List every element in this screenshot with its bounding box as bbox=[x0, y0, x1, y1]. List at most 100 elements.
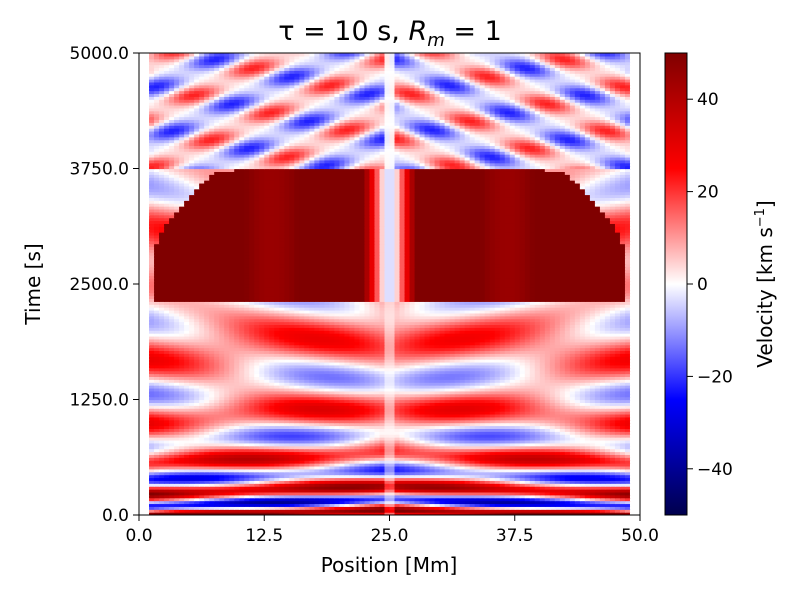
heatmap-cell bbox=[164, 442, 170, 447]
heatmap-cell bbox=[299, 448, 305, 453]
heatmap-cell bbox=[179, 463, 185, 467]
heatmap-cell bbox=[259, 396, 265, 401]
heatmap-cell bbox=[304, 483, 310, 487]
heatmap-cell bbox=[319, 434, 325, 438]
heatmap-cell bbox=[174, 486, 180, 490]
heatmap-cell bbox=[619, 483, 626, 487]
heatmap-cell bbox=[429, 382, 436, 386]
heatmap-cell bbox=[354, 460, 361, 464]
heatmap-cell bbox=[419, 468, 426, 473]
heatmap-cell bbox=[364, 376, 371, 380]
heatmap-cell bbox=[539, 506, 546, 510]
heatmap-cell bbox=[164, 465, 170, 470]
heatmap-cell bbox=[459, 419, 466, 424]
heatmap-cell bbox=[519, 379, 526, 383]
heatmap-cell bbox=[344, 457, 351, 461]
heatmap-cell bbox=[219, 437, 225, 441]
heatmap-cell bbox=[189, 431, 195, 435]
heatmap-cell bbox=[504, 471, 511, 476]
heatmap-cell bbox=[509, 393, 516, 398]
heatmap-cell bbox=[444, 474, 451, 479]
heatmap-cell bbox=[304, 376, 310, 380]
heatmap-cell bbox=[394, 497, 401, 502]
heatmap-cell bbox=[544, 385, 551, 389]
heatmap-cell bbox=[404, 408, 411, 412]
heatmap-cell bbox=[169, 434, 175, 438]
heatmap-cell bbox=[274, 503, 280, 507]
heatmap-cell bbox=[184, 509, 190, 513]
heatmap-cell bbox=[514, 416, 521, 421]
heatmap-cell bbox=[529, 425, 536, 429]
heatmap-cell bbox=[174, 468, 180, 473]
heatmap-cell bbox=[559, 506, 566, 510]
heatmap-cell bbox=[209, 465, 215, 470]
heatmap-cell bbox=[459, 393, 466, 398]
heatmap-cell bbox=[304, 416, 310, 421]
heatmap-cell bbox=[454, 460, 461, 464]
heatmap-cell bbox=[249, 451, 255, 455]
heatmap-cell bbox=[554, 425, 561, 429]
heatmap-cell bbox=[549, 402, 556, 406]
heatmap-cell bbox=[224, 376, 230, 380]
heatmap-cell bbox=[579, 468, 586, 473]
heatmap-cell bbox=[394, 376, 401, 380]
heatmap-cell bbox=[339, 390, 346, 395]
heatmap-cell bbox=[459, 457, 466, 461]
heatmap-cell bbox=[429, 489, 436, 493]
heatmap-cell bbox=[414, 382, 421, 386]
heatmap-cell bbox=[364, 413, 371, 418]
heatmap-cell bbox=[259, 402, 265, 406]
heatmap-cell bbox=[509, 379, 516, 383]
heatmap-cell bbox=[524, 457, 531, 461]
heatmap-cell bbox=[474, 500, 481, 505]
heatmap-cell bbox=[154, 390, 160, 395]
heatmap-cell bbox=[259, 448, 265, 453]
heatmap-cell bbox=[164, 454, 170, 458]
heatmap-cell bbox=[214, 385, 220, 389]
heatmap-cell bbox=[154, 434, 160, 438]
heatmap-cell bbox=[534, 489, 541, 493]
heatmap-cell bbox=[619, 413, 626, 418]
heatmap-cell bbox=[169, 471, 175, 476]
heatmap-cell bbox=[419, 437, 426, 441]
heatmap-cell bbox=[139, 477, 145, 481]
heatmap-cell bbox=[444, 480, 451, 484]
heatmap-cell bbox=[294, 399, 300, 403]
heatmap-cell bbox=[459, 425, 466, 429]
heatmap-cell bbox=[369, 468, 376, 473]
heatmap-cell bbox=[324, 376, 330, 380]
heatmap-cell bbox=[499, 471, 506, 476]
heatmap-cell bbox=[354, 486, 361, 490]
heatmap-cell bbox=[359, 491, 366, 496]
heatmap-cell bbox=[524, 379, 531, 383]
heatmap-cell bbox=[284, 451, 290, 455]
heatmap-cell bbox=[614, 422, 621, 427]
heatmap-cell bbox=[364, 503, 371, 507]
heatmap-cell bbox=[574, 411, 581, 415]
heatmap-cell bbox=[149, 460, 155, 464]
heatmap-cell bbox=[334, 382, 340, 386]
heatmap-cell bbox=[224, 445, 230, 450]
heatmap-cell bbox=[524, 512, 531, 515]
heatmap-cell bbox=[159, 503, 165, 507]
heatmap-cell bbox=[629, 411, 636, 415]
heatmap-cell bbox=[294, 434, 300, 438]
heatmap-cell bbox=[349, 506, 356, 510]
heatmap-cell bbox=[459, 489, 466, 493]
heatmap-cell bbox=[294, 396, 300, 401]
heatmap-cell bbox=[499, 370, 506, 375]
heatmap-cell bbox=[254, 437, 260, 441]
heatmap-cell bbox=[609, 411, 616, 415]
heatmap-cell bbox=[484, 434, 491, 438]
heatmap-cell bbox=[574, 405, 581, 409]
heatmap-cell bbox=[489, 408, 496, 412]
heatmap-cell bbox=[334, 486, 340, 490]
heatmap-cell bbox=[604, 465, 611, 470]
heatmap-cell bbox=[634, 460, 640, 464]
heatmap-cell bbox=[284, 402, 290, 406]
heatmap-cell bbox=[619, 506, 626, 510]
heatmap-cell bbox=[439, 442, 446, 447]
heatmap-cell bbox=[239, 474, 245, 479]
heatmap-cell bbox=[299, 419, 305, 424]
heatmap-cell bbox=[339, 419, 346, 424]
